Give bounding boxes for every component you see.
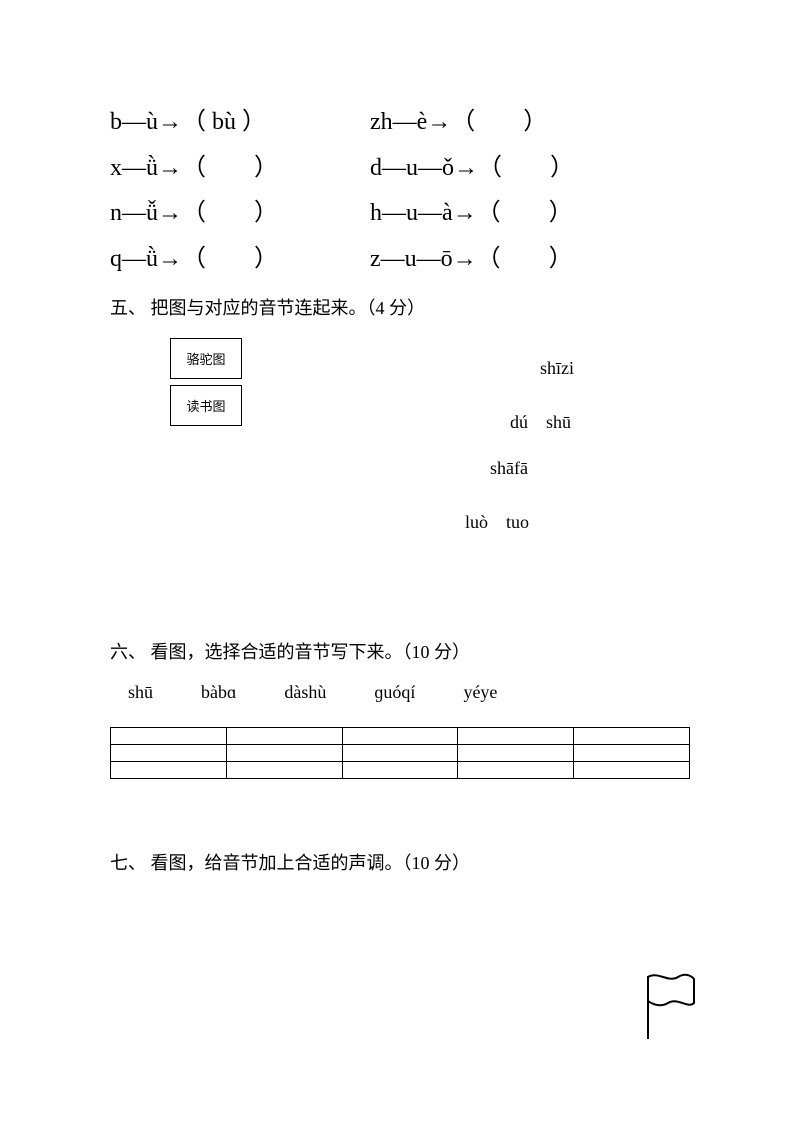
pinyin-cell: n—ǚ→（ ） [110, 191, 370, 237]
grid-cell [574, 745, 690, 762]
grid-row [111, 728, 690, 745]
pinyin-cell: b—ù→（ bù ） [110, 100, 370, 146]
section5-heading: 五、 把图与对应的音节连起来。（4 分） [110, 294, 690, 320]
pinyin-row: n—ǚ→（ ） h—u—à→（ ） [110, 191, 690, 237]
image-placeholder-camel: 骆驼图 [170, 338, 242, 379]
grid-row [111, 745, 690, 762]
pinyin-cell: q—ǜ→（ ） [110, 237, 370, 283]
option-item: bàbɑ [201, 682, 236, 703]
pinyin-cell: d—u—ǒ→（ ） [370, 146, 690, 192]
match-word: dú shū [510, 408, 571, 434]
grid-cell [111, 762, 227, 779]
grid-cell [226, 728, 342, 745]
writing-grid [110, 727, 690, 779]
grid-cell [342, 745, 458, 762]
grid-cell [111, 728, 227, 745]
matching-area: 骆驼图 读书图 shīzi dú shū shāfā luò tuo [110, 338, 690, 558]
section7-heading: 七、 看图，给音节加上合适的声调。（10 分） [110, 849, 690, 875]
option-item: shū [128, 682, 153, 703]
grid-cell [226, 745, 342, 762]
pinyin-cell: z—u—ō→（ ） [370, 237, 690, 283]
section6-heading: 六、 看图，选择合适的音节写下来。（10 分） [110, 638, 690, 664]
match-word: shīzi [540, 358, 574, 379]
grid-cell [458, 745, 574, 762]
grid-cell [458, 728, 574, 745]
pinyin-row: q—ǜ→（ ） z—u—ō→（ ） [110, 237, 690, 283]
grid-cell [111, 745, 227, 762]
pinyin-cell: h—u—à→（ ） [370, 191, 690, 237]
pinyin-options: shū bàbɑ dàshù ɡuóqí yéye [128, 682, 690, 703]
grid-cell [458, 762, 574, 779]
option-item: ɡuóqí [374, 682, 415, 703]
grid-cell [226, 762, 342, 779]
pinyin-row: x—ǜ→（ ） d—u—ǒ→（ ） [110, 146, 690, 192]
pinyin-composition-block: b—ù→（ bù ） zh—è→（ ） x—ǜ→（ ） d—u—ǒ→（ ） n—… [110, 100, 690, 282]
pinyin-cell: zh—è→（ ） [370, 100, 690, 146]
option-item: yéye [463, 682, 497, 703]
image-placeholder-reading: 读书图 [170, 385, 242, 426]
grid-cell [342, 762, 458, 779]
match-word: luò tuo [465, 508, 529, 534]
match-word: shāfā [490, 458, 528, 479]
grid-cell [342, 728, 458, 745]
pinyin-row: b—ù→（ bù ） zh—è→（ ） [110, 100, 690, 146]
grid-cell [574, 728, 690, 745]
flag-icon [640, 971, 700, 1041]
option-item: dàshù [284, 682, 326, 703]
pinyin-cell: x—ǜ→（ ） [110, 146, 370, 192]
grid-row [111, 762, 690, 779]
grid-cell [574, 762, 690, 779]
